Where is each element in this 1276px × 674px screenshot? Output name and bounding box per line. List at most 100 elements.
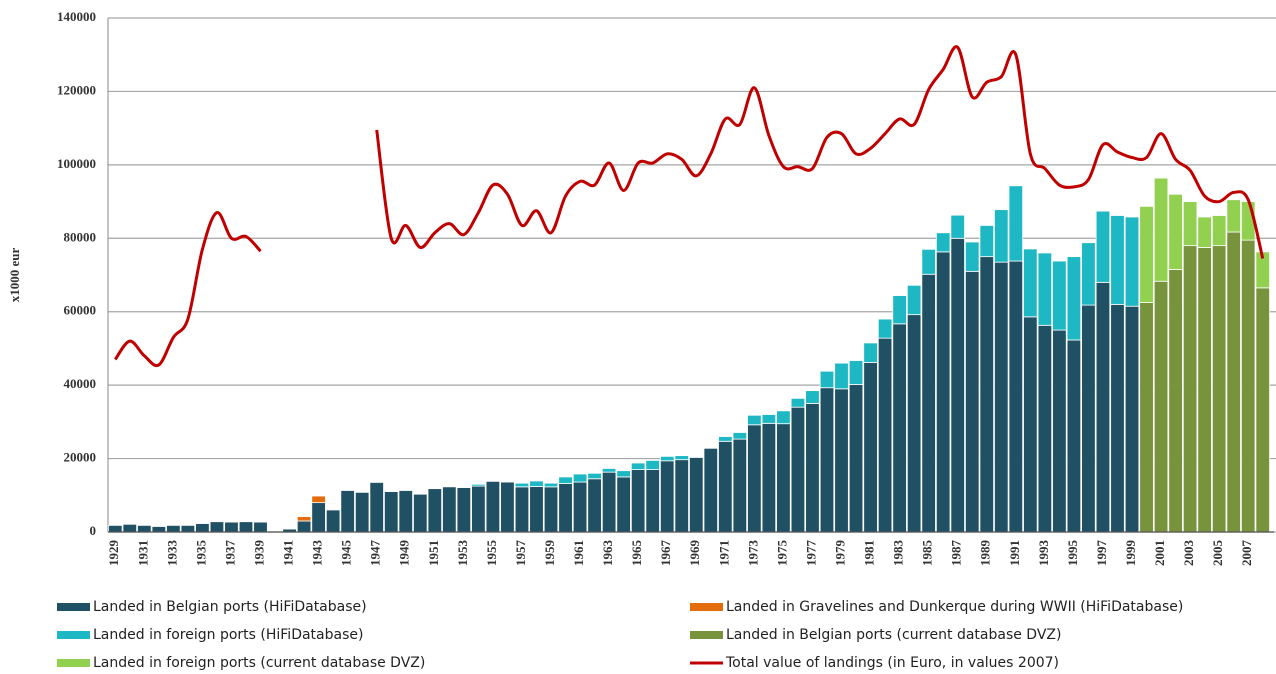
x-tick-label: 1931: [135, 540, 150, 566]
bar-segment: [1095, 281, 1111, 533]
x-tick-label: 1937: [222, 540, 237, 567]
legend-swatch: [690, 631, 723, 639]
bar-segment: [587, 478, 602, 533]
y-tick-label: 40000: [64, 376, 97, 391]
bar-segment: [1211, 215, 1227, 247]
x-tick-label: 1995: [1065, 540, 1080, 567]
bar-segment: [514, 482, 530, 488]
bar-segment: [1008, 260, 1024, 533]
x-tick-label: 1945: [339, 540, 354, 567]
x-tick-label: 1943: [310, 540, 325, 567]
bar-segment: [296, 516, 312, 522]
bar-segment: [645, 460, 660, 470]
bar-segment: [471, 485, 486, 533]
bar-segment: [601, 471, 617, 533]
bar-segment: [965, 270, 980, 533]
bar-segment: [529, 486, 544, 533]
line-series: [375, 45, 1265, 259]
x-tick-label: 1993: [1036, 540, 1051, 567]
bar-segment: [1168, 193, 1183, 270]
bar-segment: [892, 323, 907, 533]
bar-segment: [1153, 280, 1169, 533]
bar-segment: [950, 214, 965, 239]
x-tick-label: 1963: [600, 540, 615, 567]
bar-segment: [819, 370, 835, 389]
bar-segment: [1255, 287, 1270, 533]
bar-segment: [965, 241, 980, 272]
bar-segment: [558, 483, 573, 533]
bar-segment: [674, 459, 689, 533]
bar-segment: [834, 362, 849, 390]
x-tick-label: 1977: [803, 540, 818, 567]
bar-segment: [1081, 304, 1096, 533]
bar-segment: [776, 423, 791, 533]
bar-segment: [1211, 245, 1227, 533]
x-tick-label: 2003: [1181, 540, 1196, 567]
bar-segment: [1226, 199, 1241, 233]
bar-segment: [471, 483, 486, 487]
bar-segment: [340, 490, 355, 533]
x-tick-label: 1967: [658, 540, 673, 567]
y-tick-label: 0: [90, 523, 97, 538]
x-tick-label: 1987: [949, 540, 964, 567]
x-tick-label: 1979: [832, 540, 847, 567]
bar-segment: [325, 509, 341, 533]
x-tick-label: 1947: [368, 540, 383, 567]
x-tick-label: 1941: [281, 540, 296, 566]
bar-segment: [1052, 260, 1067, 331]
bar-segment: [1023, 248, 1038, 318]
bar-segment: [500, 481, 515, 533]
bar-segment: [369, 482, 384, 533]
legend-label: Landed in Gravelines and Dunkerque durin…: [726, 599, 1183, 615]
x-tick-label: 1989: [978, 540, 993, 567]
bar-segment: [572, 473, 588, 483]
bar-segment: [1139, 205, 1154, 303]
bar-segment: [195, 523, 210, 533]
legend-label: Landed in Belgian ports (HiFiDatabase): [93, 599, 367, 615]
bar-segment: [906, 314, 922, 533]
x-tick-label: 1969: [687, 540, 702, 567]
x-tick-label: 1971: [716, 540, 731, 566]
bar-segment: [848, 360, 864, 385]
bar-segment: [442, 486, 457, 533]
x-tick-label: 1957: [513, 540, 528, 567]
bar-segment: [921, 273, 936, 533]
bar-segment: [935, 251, 951, 533]
bar-segment: [1110, 215, 1125, 305]
x-tick-label: 1949: [397, 540, 412, 567]
bar-segment: [863, 342, 878, 363]
x-tick-label: 1959: [542, 540, 557, 567]
bar-segment: [732, 438, 748, 533]
bar-segment: [398, 490, 413, 533]
bar-segment: [674, 455, 689, 461]
bar-segment: [572, 481, 588, 533]
bar-segment: [1124, 305, 1140, 533]
bar-segment: [703, 447, 719, 533]
x-tick-label: 1981: [862, 540, 877, 566]
legend-swatch: [57, 631, 90, 639]
bar-segment: [659, 455, 675, 462]
x-tick-label: 1955: [484, 540, 499, 567]
bar-segment: [776, 410, 791, 425]
y-tick-label: 100000: [57, 156, 96, 171]
bar-segment: [834, 388, 849, 533]
x-tick-label: 2005: [1210, 540, 1225, 567]
x-tick-label: 1985: [920, 540, 935, 567]
bar-segment: [587, 472, 602, 480]
bar-segment: [630, 462, 646, 470]
bar-segment: [994, 261, 1009, 533]
bar-segment: [514, 486, 530, 533]
bar-segment: [747, 424, 762, 533]
bar-segment: [892, 295, 907, 325]
bar-segment: [180, 524, 196, 533]
bar-segment: [630, 469, 646, 533]
x-tick-label: 2007: [1239, 540, 1254, 567]
bar-segment: [427, 488, 443, 533]
x-tick-label: 1953: [455, 540, 470, 567]
x-tick-label: 1935: [193, 540, 208, 567]
bar-segment: [384, 491, 399, 533]
bar-segment: [747, 414, 762, 426]
x-tick-label: 1973: [745, 540, 760, 567]
legend-swatch: [57, 603, 90, 611]
bar-segment: [718, 436, 733, 442]
